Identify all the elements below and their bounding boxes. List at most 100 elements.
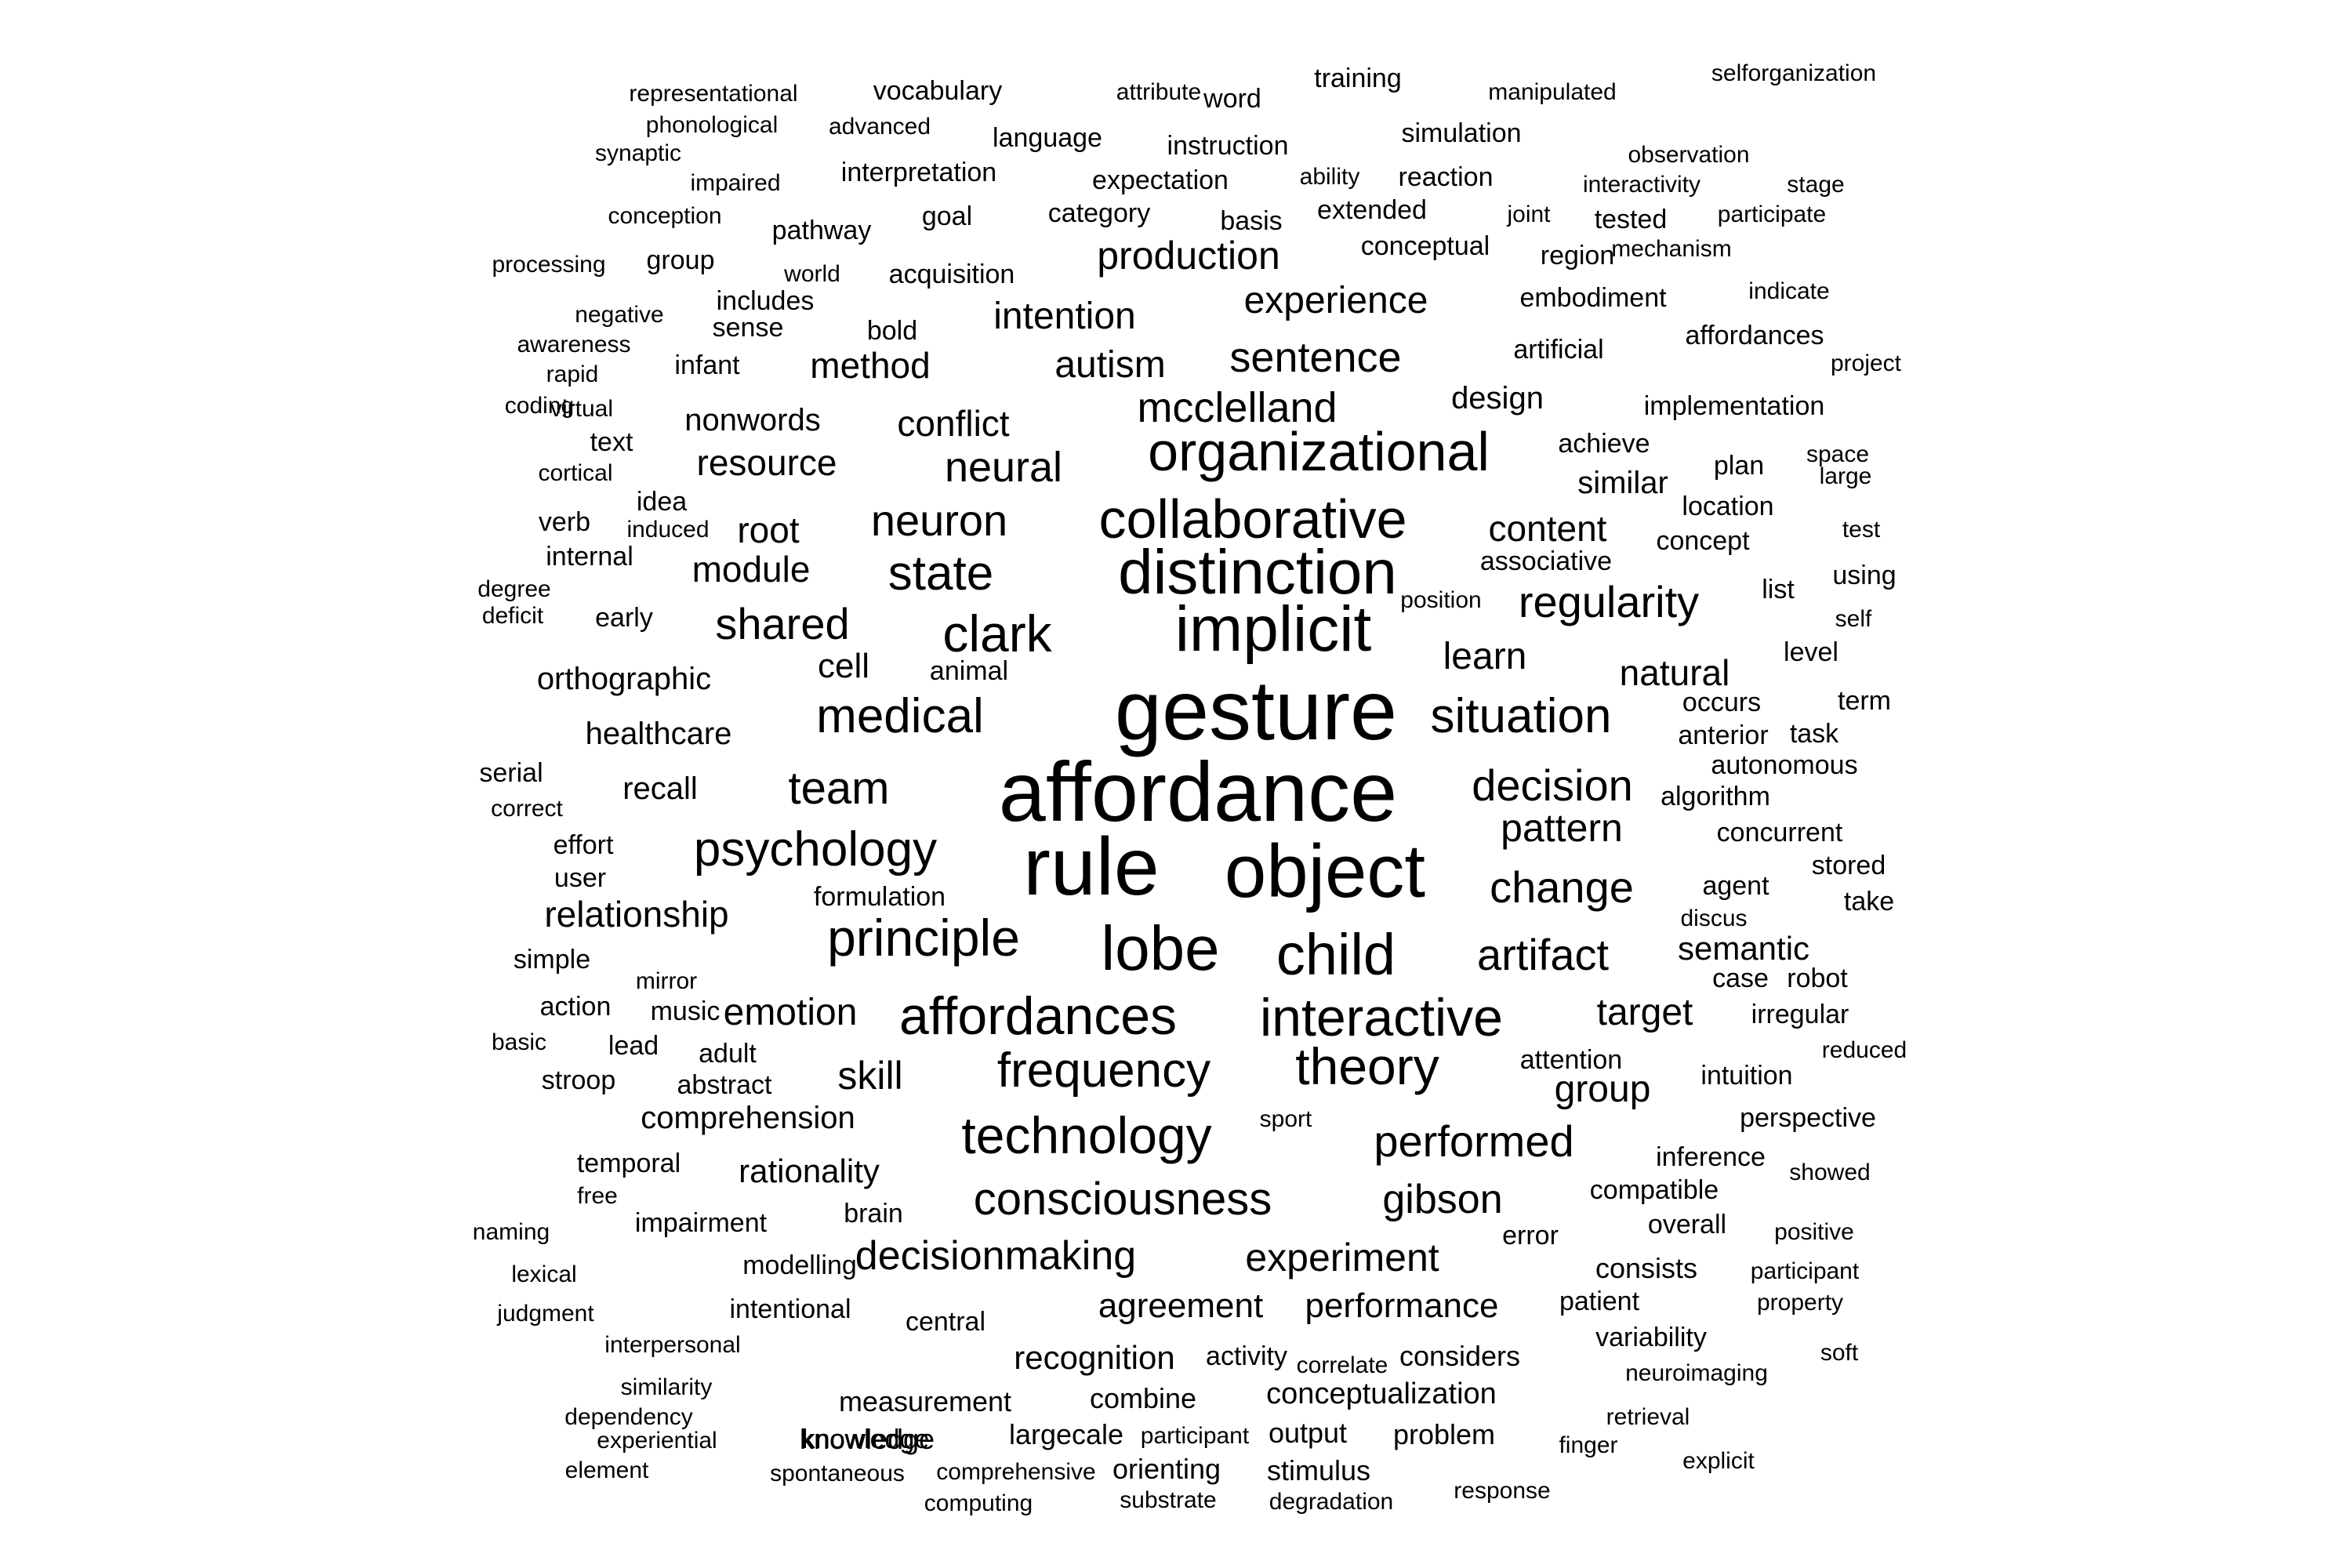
word-concurrent: concurrent [1716, 818, 1843, 848]
word-coding: coding [504, 393, 575, 419]
word-reduced: reduced [1821, 1037, 1907, 1063]
word-recognition: recognition [1014, 1339, 1175, 1376]
word-manipulated: manipulated [1488, 79, 1617, 105]
word-world: world [784, 261, 840, 287]
word-neural: neural [944, 444, 1063, 491]
word-degree: degree [477, 576, 551, 602]
word-simulation: simulation [1401, 118, 1522, 148]
word-plan: plan [1713, 451, 1765, 481]
word-semantic: semantic [1677, 930, 1810, 967]
word-lexical: lexical [511, 1261, 577, 1287]
word-expectation: expectation [1092, 165, 1229, 195]
word-participant: participant [1140, 1423, 1250, 1449]
word-participant: participant [1750, 1258, 1860, 1284]
word-idea: idea [636, 487, 688, 517]
word-pathway: pathway [771, 216, 872, 245]
word-positive: positive [1774, 1219, 1854, 1245]
word-collaborative: collaborative [1098, 488, 1407, 550]
word-phonological: phonological [645, 112, 779, 138]
word-group: group [1554, 1069, 1651, 1110]
word-comprehensive: comprehensive [936, 1459, 1096, 1485]
word-experience: experience [1243, 280, 1428, 321]
word-dependency: dependency [564, 1404, 693, 1430]
word-correlate: correlate [1296, 1352, 1388, 1378]
word-induced: induced [626, 517, 710, 543]
word-perspective: perspective [1740, 1103, 1876, 1133]
word-comprehension: comprehension [641, 1101, 855, 1135]
word-language: language [993, 123, 1102, 153]
word-sentence: sentence [1229, 334, 1402, 381]
word-concept: concept [1656, 526, 1750, 556]
word-deficit: deficit [481, 603, 544, 629]
word-anterior: anterior [1678, 720, 1769, 750]
word-achieve: achieve [1558, 429, 1650, 459]
word-animal: animal [929, 656, 1009, 686]
word-selforganization: selforganization [1711, 60, 1877, 86]
word-rapid: rapid [546, 361, 599, 387]
word-effort: effort [553, 830, 614, 860]
word-impairment: impairment [634, 1208, 768, 1238]
word-compatible: compatible [1589, 1175, 1719, 1205]
word-self: self [1835, 606, 1872, 632]
word-modelling: modelling [742, 1250, 857, 1280]
word-performance: performance [1305, 1287, 1499, 1325]
word-representational: representational [629, 81, 798, 107]
word-algorithm: algorithm [1661, 782, 1770, 811]
word-retrieval: retrieval [1606, 1404, 1690, 1430]
word-goal: goal [921, 201, 973, 231]
word-rule: rule [1023, 822, 1160, 913]
word-neuroimaging: neuroimaging [1625, 1360, 1768, 1386]
word-similar: similar [1577, 466, 1668, 500]
word-conception: conception [608, 203, 722, 229]
word-sport: sport [1259, 1106, 1312, 1132]
word-situation: situation [1430, 689, 1612, 743]
word-joint: joint [1507, 201, 1551, 227]
word-problem: problem [1392, 1418, 1496, 1450]
word-learn: learn [1443, 636, 1527, 677]
word-element: element [564, 1457, 649, 1483]
word-autonomous: autonomous [1711, 750, 1858, 780]
word-interpersonal: interpersonal [604, 1332, 741, 1358]
word-degradation: degradation [1269, 1489, 1394, 1515]
word-embodiment: embodiment [1519, 283, 1667, 313]
word-list: list [1762, 575, 1795, 604]
word-intentional: intentional [729, 1294, 851, 1324]
word-sense: sense [712, 313, 784, 343]
word-space: space [1806, 441, 1870, 467]
word-case: case [1712, 964, 1769, 993]
word-interpretation: interpretation [840, 158, 997, 187]
word-using: using [1832, 561, 1896, 590]
word-music: music [650, 996, 720, 1026]
word-overall: overall [1647, 1210, 1727, 1240]
word-artifact: artifact [1476, 930, 1610, 979]
word-large: large [1819, 463, 1872, 489]
word-skill: skill [837, 1054, 903, 1098]
word-attribute: attribute [1116, 79, 1202, 105]
word-variability: variability [1595, 1323, 1707, 1352]
word-text: text [590, 427, 633, 457]
word-consciousness: consciousness [973, 1174, 1272, 1225]
word-nonwords: nonwords [684, 403, 821, 437]
word-target: target [1596, 992, 1693, 1033]
word-location: location [1682, 492, 1774, 521]
word-substrate: substrate [1120, 1487, 1217, 1513]
word-inference: inference [1656, 1142, 1766, 1172]
word-psychology: psychology [693, 822, 938, 877]
word-finger: finger [1559, 1432, 1618, 1458]
word-synaptic: synaptic [594, 140, 682, 166]
word-frequency: frequency [996, 1044, 1211, 1098]
word-technology: technology [961, 1106, 1212, 1164]
word-shared: shared [715, 599, 850, 648]
word-consists: consists [1595, 1252, 1698, 1284]
word-brain: brain [844, 1199, 903, 1229]
word-position: position [1400, 587, 1482, 613]
word-awareness: awareness [517, 332, 631, 358]
word-affordances: affordances [1685, 321, 1824, 350]
word-stroop: stroop [541, 1065, 616, 1095]
word-gesture: gesture [1114, 662, 1398, 757]
word-lead: lead [608, 1031, 659, 1061]
word-early: early [595, 603, 653, 633]
word-root: root [737, 510, 800, 550]
word-error: error [1502, 1221, 1559, 1250]
